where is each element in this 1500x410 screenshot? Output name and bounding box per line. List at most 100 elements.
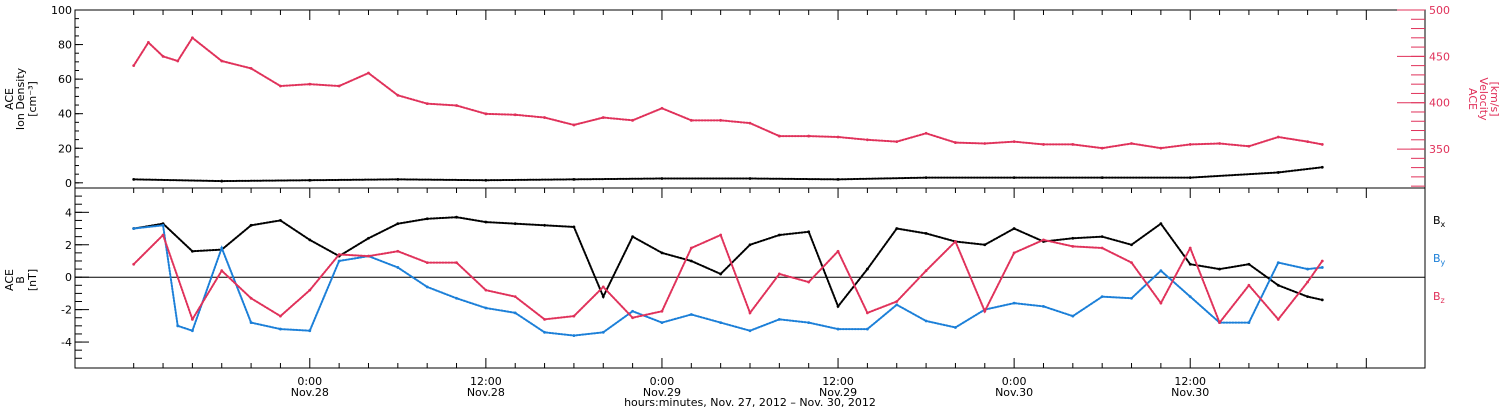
b-tick-label: 4 [65, 206, 72, 219]
bx-series-point [895, 227, 899, 230]
bx-series-point [983, 243, 987, 247]
bx-series-point [631, 235, 635, 239]
b-tick-label: -2 [61, 304, 72, 317]
bx-series-point [455, 215, 458, 219]
by-series-point [176, 324, 180, 328]
bz-series-point [220, 269, 224, 273]
velocity-tick-label: 450 [1429, 50, 1450, 63]
bz-series-point [1188, 246, 1192, 250]
by-series-point [132, 227, 136, 230]
x-axis-ticks: 0:00Nov.2812:00Nov.280:00Nov.2912:00Nov.… [133, 10, 1367, 399]
bz-series-point [865, 311, 869, 315]
by-series-point [484, 306, 488, 310]
density-ylabel-line2: Ion Density [14, 67, 27, 130]
by-series-point [279, 327, 282, 331]
density-series-point [924, 176, 928, 180]
bz-series-point [954, 240, 957, 243]
density-series-point [396, 177, 400, 181]
density-tick-label: 60 [58, 73, 72, 86]
bz-series-point [455, 261, 458, 264]
velocity-series-point [190, 36, 194, 40]
velocity-series-point [146, 41, 150, 44]
density-series-point [220, 179, 224, 183]
bz-series-point [983, 309, 987, 313]
bottom-panel-frame [74, 187, 1426, 369]
bx-series-point [660, 251, 664, 255]
density-series-point [132, 177, 136, 181]
by-series-point [1100, 295, 1104, 299]
bx-series-point [249, 223, 253, 227]
b-ylabel-line2: B [14, 276, 27, 284]
bx-series-point [484, 220, 488, 224]
legend-bz: Bz [1433, 290, 1445, 305]
bx-series-point [396, 222, 400, 226]
bx-series-point [924, 232, 928, 235]
bz-series-point [396, 249, 400, 253]
bx-series-point [1159, 222, 1163, 226]
bz-series-point [308, 288, 312, 292]
by-series-point [396, 266, 400, 269]
x-tick-date-label: Nov.30 [1171, 386, 1209, 399]
by-series-point [425, 285, 429, 289]
x-tick-date-label: Nov.28 [291, 386, 329, 399]
velocity-series-point [1042, 143, 1045, 146]
bx-series-point [1130, 243, 1133, 247]
velocity-ylabel-line2: Velocity [1477, 77, 1490, 121]
by-series-point [631, 309, 635, 313]
density-tick-label: 20 [58, 142, 72, 155]
density-ylabel-line3: [cm⁻³] [26, 81, 39, 117]
legend-bx: Bx [1433, 214, 1446, 229]
velocity-series-point [983, 142, 987, 145]
x-tick-date-label: Nov.30 [995, 386, 1033, 399]
by-series-point [836, 327, 840, 331]
bz-series-point [836, 249, 840, 253]
x-tick-time-label: 12:00 [822, 375, 854, 388]
by-series-point [572, 334, 576, 337]
bx-series-point [1320, 298, 1324, 302]
top-panel-frame [74, 9, 1426, 189]
b-tick-label: -4 [61, 336, 72, 349]
density-series-point [748, 177, 752, 180]
velocity-series-point [954, 141, 957, 144]
x-tick-time-label: 0:00 [1002, 375, 1027, 388]
bx-series-point [1306, 295, 1310, 299]
bx-series-point [425, 217, 429, 221]
x-tick-time-label: 12:00 [470, 375, 502, 388]
bx-series-point [1247, 262, 1251, 266]
bz-series-point [1130, 261, 1133, 264]
velocity-tick-label: 350 [1429, 143, 1450, 156]
bx-series-point [543, 223, 546, 227]
bz-series-point [132, 262, 136, 266]
velocity-series-point [924, 131, 928, 135]
density-series-point [484, 178, 488, 182]
by-series-point [1071, 314, 1075, 318]
bz-series-point [572, 314, 576, 318]
velocity-series-point [425, 102, 429, 106]
by-series-point [513, 311, 517, 315]
bx-series-point [1012, 227, 1016, 230]
bz-series-point [1320, 259, 1324, 263]
by-series-point [455, 296, 458, 300]
velocity-series-point [513, 113, 517, 117]
bz-series-point [689, 246, 693, 250]
velocity-series-point [367, 71, 370, 75]
velocity-series-point [543, 116, 546, 119]
bx-series-point [865, 267, 869, 271]
bx-series-point [279, 219, 282, 222]
b-tick-label: 0 [65, 271, 72, 284]
bx-series [132, 216, 1324, 309]
velocity-series-point [1276, 135, 1280, 139]
bx-series-point [1071, 236, 1075, 240]
series-layer [132, 36, 1324, 337]
velocity-series-point [1218, 142, 1221, 145]
density-series-point [660, 177, 664, 180]
by-series-point [1306, 267, 1310, 271]
bx-series-point [689, 259, 693, 263]
bz-series-point [631, 316, 635, 320]
bx-series-point [572, 225, 576, 229]
bz-series-point [1159, 301, 1163, 305]
bz-series-point [367, 254, 370, 258]
by-series-point [777, 317, 781, 321]
x-tick-date-label: Nov.28 [467, 386, 505, 399]
